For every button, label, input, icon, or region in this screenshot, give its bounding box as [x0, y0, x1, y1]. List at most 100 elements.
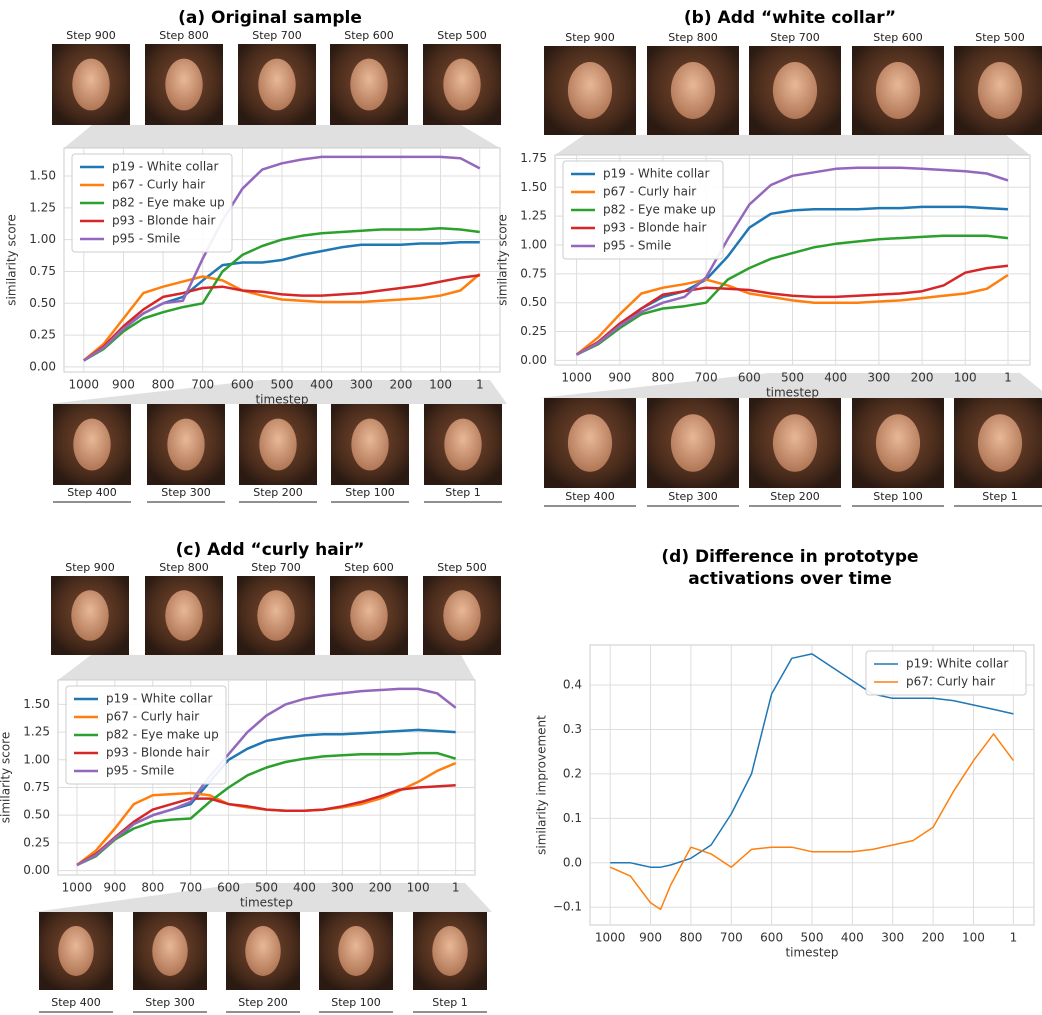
thumbnail-face — [670, 414, 716, 472]
legend-label: p67 - Curly hair — [112, 178, 205, 192]
y-tick-label: 0.0 — [563, 855, 582, 869]
series-line — [609, 733, 1015, 911]
step-label: Step 800 — [159, 29, 209, 42]
x-tick-label: 600 — [738, 371, 761, 385]
series-line — [76, 784, 456, 867]
thumbnail-face — [58, 926, 94, 976]
x-tick-label: 900 — [608, 371, 631, 385]
x-tick-label: 200 — [389, 378, 412, 392]
thumbnail-face — [670, 62, 716, 119]
y-tick-label: 1.25 — [23, 725, 50, 739]
x-tick-label: 300 — [331, 881, 354, 895]
series-line — [76, 687, 457, 867]
y-tick-label: 0.75 — [23, 780, 50, 794]
step-label: Step 500 — [975, 31, 1025, 44]
x-tick-label: 300 — [867, 371, 890, 385]
y-tick-label: 0.3 — [563, 722, 582, 736]
step-label: Step 800 — [159, 561, 209, 574]
x-tick-label: 600 — [231, 378, 254, 392]
legend-label: p95 - Smile — [603, 239, 671, 253]
x-tick-label: 400 — [824, 371, 847, 385]
x-tick-label: 200 — [922, 931, 945, 945]
step-label: Step 600 — [344, 29, 394, 42]
legend-label: p67 - Curly hair — [603, 185, 696, 199]
thumbnail-face — [350, 590, 388, 641]
y-tick-label: 1.50 — [29, 169, 56, 183]
thumbnail-face — [165, 590, 203, 641]
step-label: Step 400 — [565, 490, 615, 503]
x-tick-label: 800 — [141, 881, 164, 895]
thumbnail-face — [875, 62, 921, 119]
x-tick-label: 500 — [255, 881, 278, 895]
x-tick-label: 700 — [720, 931, 743, 945]
step-label: Step 500 — [437, 561, 487, 574]
legend-box — [71, 153, 233, 253]
step-label: Step 700 — [770, 31, 820, 44]
x-tick-label: 1000 — [69, 378, 100, 392]
legend-label: p95 - Smile — [112, 232, 180, 246]
thumbnail-face — [167, 418, 205, 471]
series-line — [82, 273, 481, 362]
series-line — [576, 166, 1009, 356]
x-tick-label: 300 — [350, 378, 373, 392]
thumbnail-face — [444, 418, 482, 471]
x-axis-label: timestep — [785, 946, 838, 960]
step-label: Step 900 — [66, 29, 116, 42]
thumbnail-face — [443, 590, 481, 641]
step-label: Step 500 — [437, 29, 487, 42]
thumbnail-face — [443, 58, 481, 111]
y-tick-label: 0.25 — [29, 328, 56, 342]
step-label: Step 200 — [770, 490, 820, 503]
legend-box — [562, 160, 724, 260]
y-tick-label: 0.00 — [520, 353, 547, 367]
chart-title: (b) Add “white collar” — [684, 8, 896, 28]
thumbnail-face — [350, 58, 388, 111]
step-label: Step 200 — [253, 486, 303, 499]
series-line — [83, 226, 480, 362]
x-tick-label: 400 — [841, 931, 864, 945]
legend-box — [65, 685, 227, 785]
step-label: Step 1 — [432, 996, 468, 1009]
legend-label: p67: Curly hair — [906, 675, 995, 689]
x-axis-label: timestep — [240, 896, 293, 910]
series-line — [83, 155, 481, 362]
step-label: Step 200 — [238, 996, 288, 1009]
y-tick-label: 0.2 — [563, 766, 582, 780]
step-label: Step 700 — [251, 561, 301, 574]
title-box: (d) Difference in prototype activations … — [661, 547, 918, 589]
series-line — [575, 264, 1009, 356]
y-tick-label: 0.1 — [563, 811, 582, 825]
legend-label: p19 - White collar — [603, 167, 710, 181]
series-line — [576, 234, 1009, 356]
y-tick-label: 1.50 — [520, 180, 547, 194]
legend-label: p67 - Curly hair — [106, 710, 199, 724]
y-tick-label: 0.00 — [23, 863, 50, 877]
thumbnail-face — [338, 926, 374, 976]
x-tick-label: 800 — [679, 931, 702, 945]
thumbnail-face — [772, 414, 818, 472]
step-label: Step 900 — [565, 31, 615, 44]
y-tick-label: 0.75 — [29, 264, 56, 278]
y-tick-label: 0.50 — [520, 295, 547, 309]
step-label: Step 1 — [982, 490, 1018, 503]
thumbnail-face — [73, 418, 111, 471]
y-tick-label: 1.25 — [29, 200, 56, 214]
thumbnail-face — [257, 590, 295, 641]
step-label: Step 1 — [445, 486, 481, 499]
x-tick-label: 900 — [639, 931, 662, 945]
thumbnail-face — [351, 418, 389, 471]
y-tick-label: 1.00 — [29, 232, 56, 246]
x-tick-label: 900 — [103, 881, 126, 895]
y-tick-label: 0.25 — [23, 835, 50, 849]
y-tick-label: 1.75 — [520, 151, 547, 165]
thumbnail-face — [977, 414, 1023, 472]
y-axis-label: similarity score — [5, 214, 19, 305]
legend-label: p93 - Blonde hair — [603, 221, 706, 235]
x-tick-label: 800 — [152, 378, 175, 392]
thumbnail-face — [71, 590, 109, 641]
x-axis-label: timestep — [255, 393, 308, 407]
x-tick-label: 600 — [217, 881, 240, 895]
x-tick-label: 100 — [962, 931, 985, 945]
